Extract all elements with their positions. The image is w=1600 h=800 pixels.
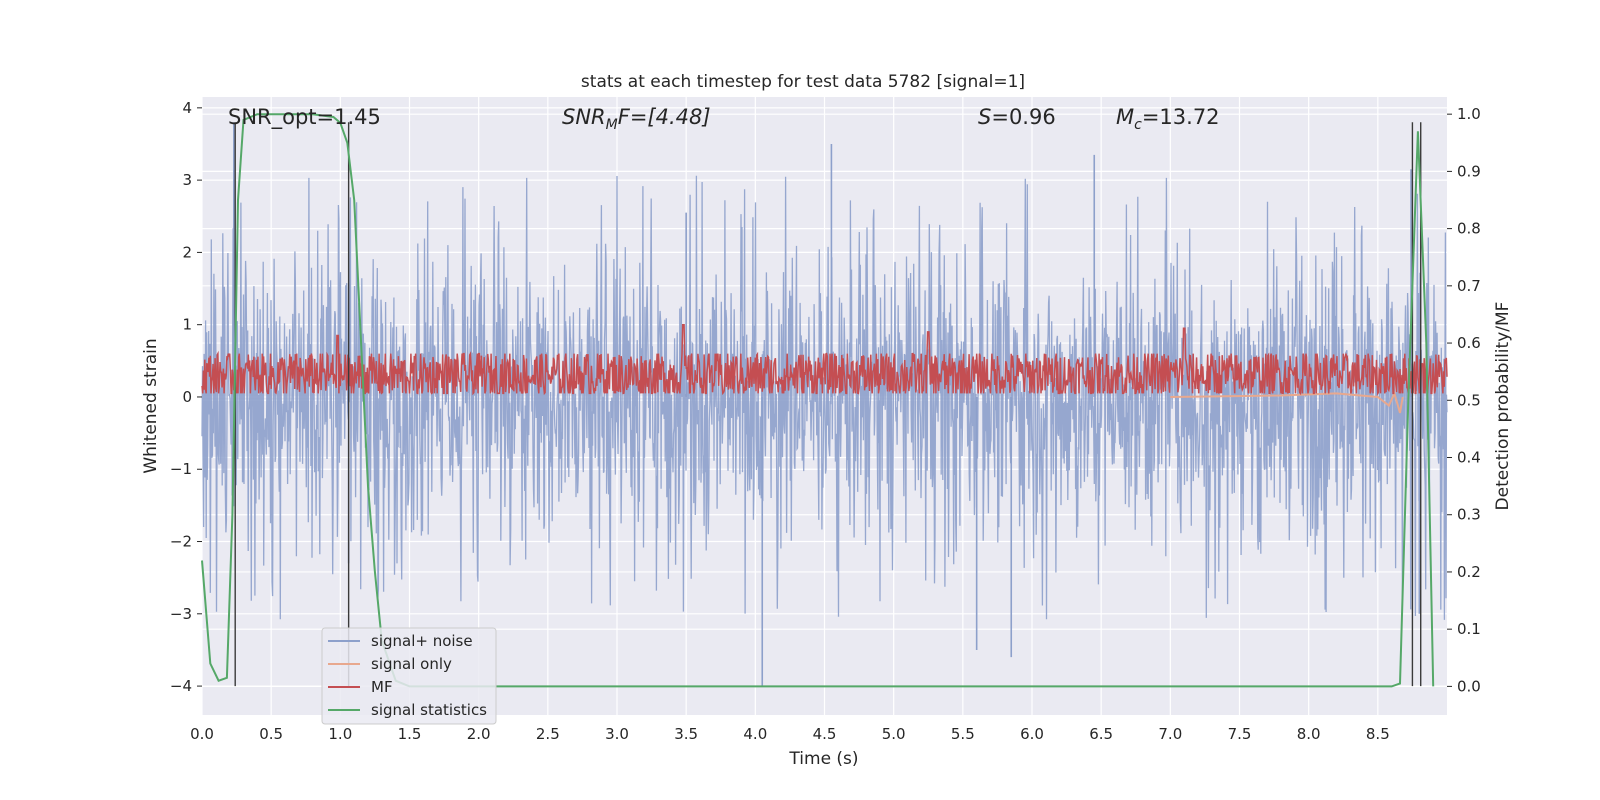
- x-tick-label: 3.5: [674, 725, 698, 743]
- x-tick-label: 6.5: [1089, 725, 1113, 743]
- x-tick-label: 0.0: [190, 725, 214, 743]
- y-right-tick-label: 0.8: [1457, 220, 1481, 238]
- y-tick-label: 2: [182, 243, 192, 261]
- x-axis-label: Time (s): [788, 749, 858, 769]
- y-tick-label: 0: [182, 388, 192, 406]
- x-axis-ticks: 0.0 0.5 1.0 1.5 2.0 2.5 3.0 3.5 4.0 4.5 5.0 5.5 6.0 6…: [190, 725, 1390, 743]
- y-right-tick-label: 0.5: [1457, 391, 1481, 409]
- y-tick-label: 1: [182, 316, 192, 334]
- legend-label-signal-statistics: signal statistics: [371, 701, 487, 719]
- signal-only-series: [1170, 390, 1404, 414]
- y-tick-label: −3: [170, 605, 192, 623]
- x-tick-label: 1.5: [398, 725, 422, 743]
- signal-statistics-series: [201, 113, 1435, 688]
- x-tick-label: 2.0: [467, 725, 491, 743]
- x-tick-label: 3.0: [605, 725, 629, 743]
- y-right-tick-label: 0.7: [1457, 277, 1481, 295]
- y-axis-ticks: 4 3 2 1 0 −1 −2 −3 −4: [170, 99, 202, 695]
- y-right-tick-label: 0.4: [1457, 449, 1481, 467]
- legend-label-mf: MF: [371, 678, 393, 696]
- y-right-tick-label: 0.3: [1457, 506, 1481, 524]
- x-tick-label: 7.5: [1228, 725, 1252, 743]
- x-tick-label: 1.0: [328, 725, 352, 743]
- mf-series: [201, 323, 1448, 397]
- y-tick-label: 4: [182, 99, 192, 117]
- y-tick-label: −1: [170, 460, 192, 478]
- legend-box: [321, 627, 497, 725]
- mf-line: [201, 323, 1448, 397]
- signal-statistics-line: [201, 113, 1435, 688]
- x-tick-label: 4.0: [743, 725, 767, 743]
- y-right-tick-label: 0.1: [1457, 620, 1481, 638]
- y-right-tick-label: 0.0: [1457, 677, 1481, 695]
- legend-label-signal-plus-noise: signal+ noise: [371, 632, 473, 650]
- legend-label-signal-only: signal only: [371, 655, 452, 673]
- y-right-axis-label: Detection probability/MF: [1493, 302, 1513, 511]
- y-right-tick-label: 0.6: [1457, 334, 1481, 352]
- x-tick-label: 4.5: [813, 725, 837, 743]
- annotation-snr-mf: SNRMF=[4.48]: [562, 105, 711, 133]
- y-right-tick-label: 0.2: [1457, 563, 1481, 581]
- y-right-axis-ticks: 1.0 0.9 0.8 0.7 0.6 0.5 0.4 0.3 0.2 0.1 0.0: [1447, 105, 1481, 695]
- annotation-s: S=0.96: [978, 105, 1056, 129]
- x-tick-label: 0.5: [259, 725, 283, 743]
- x-tick-label: 6.0: [1020, 725, 1044, 743]
- x-tick-label: 7.0: [1158, 725, 1182, 743]
- y-tick-label: −2: [170, 533, 192, 551]
- y-right-tick-label: 1.0: [1457, 105, 1481, 123]
- annotation-snr-opt: SNR_opt=1.45: [228, 105, 381, 130]
- chart-title: stats at each timestep for test data 578…: [581, 72, 1025, 92]
- signal-only-line: [1170, 390, 1404, 414]
- x-tick-label: 8.0: [1297, 725, 1321, 743]
- legend: signal+ noise signal only MF signal stat…: [321, 627, 497, 725]
- y-tick-label: −4: [170, 677, 192, 695]
- annotation-mc: Mc=13.72: [1116, 105, 1220, 133]
- x-tick-label: 8.5: [1366, 725, 1390, 743]
- y-right-tick-label: 0.9: [1457, 162, 1481, 180]
- y-tick-label: 3: [182, 171, 192, 189]
- x-tick-label: 5.5: [951, 725, 975, 743]
- y-axis-label: Whitened strain: [141, 338, 161, 473]
- x-tick-label: 2.5: [536, 725, 560, 743]
- x-tick-label: 5.0: [882, 725, 906, 743]
